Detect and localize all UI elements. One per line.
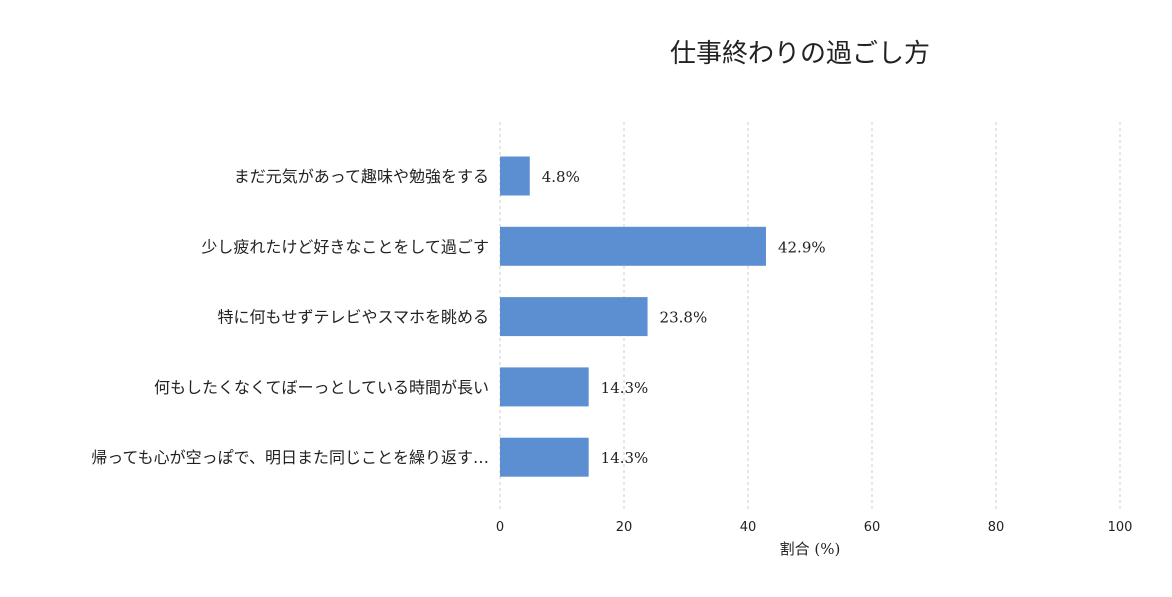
value-labels: 4.8% 42.9% 23.8% 14.3% 14.3%: [542, 168, 826, 467]
value-label: 14.3%: [601, 379, 649, 397]
x-tick-label: 40: [740, 520, 757, 535]
x-axis-ticks: 0 20 40 60 80 100: [496, 520, 1133, 535]
x-tick-label: 100: [1108, 520, 1133, 535]
category-label: 帰っても心が空っぽで、明日また同じことを繰り返す…: [91, 448, 489, 467]
bar: [500, 297, 648, 337]
value-label: 14.3%: [601, 449, 649, 467]
category-label: 何もしたくなくてぼーっとしている時間が長い: [154, 378, 489, 397]
x-tick-label: 60: [864, 520, 881, 535]
bar: [500, 367, 589, 407]
category-label: 少し疲れたけど好きなことをして過ごす: [201, 237, 489, 256]
category-label: まだ元気があって趣味や勉強をする: [234, 167, 489, 186]
bar: [500, 226, 766, 266]
bar: [500, 156, 530, 196]
x-axis-label: 割合 (%): [780, 540, 841, 558]
x-tick-label: 0: [496, 520, 504, 535]
x-tick-label: 20: [616, 520, 633, 535]
category-labels: まだ元気があって趣味や勉強をする少し疲れたけど好きなことをして過ごす特に何もせず…: [91, 167, 489, 467]
bars: [500, 156, 766, 477]
chart-title: 仕事終わりの過ごし方: [670, 39, 930, 69]
value-label: 23.8%: [660, 309, 708, 327]
x-tick-label: 80: [988, 520, 1005, 535]
value-label: 42.9%: [778, 238, 826, 256]
bar: [500, 437, 589, 477]
category-label: 特に何もせずテレビやスマホを眺める: [217, 308, 489, 327]
value-label: 4.8%: [542, 168, 580, 186]
